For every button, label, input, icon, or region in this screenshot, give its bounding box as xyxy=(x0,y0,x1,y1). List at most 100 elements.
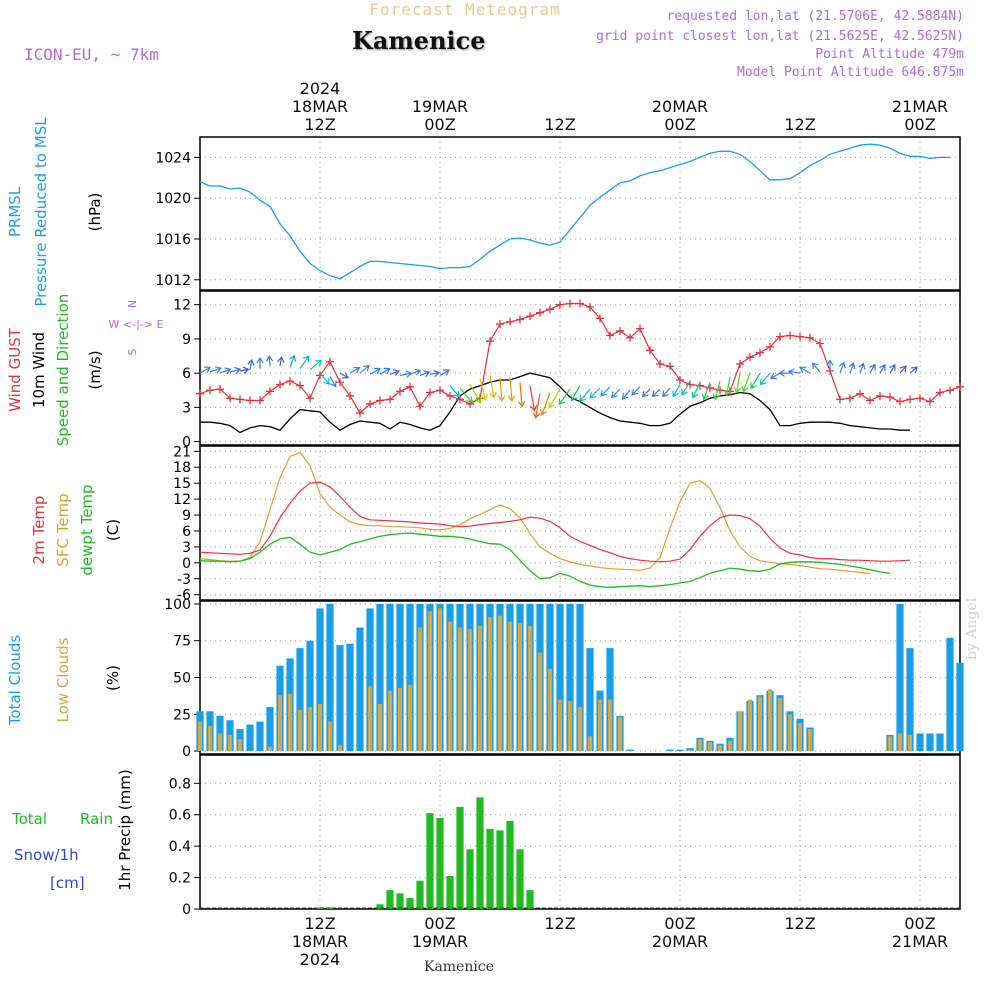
pressure-panel: 1012 1016 1020 1024 xyxy=(155,136,961,291)
wind-direction-arrow xyxy=(811,362,821,373)
wind-direction-label: Speed and Direction xyxy=(54,294,72,447)
bottom-time-label: 2024 xyxy=(300,950,341,969)
wind-direction-arrow xyxy=(409,368,422,376)
wind-direction-arrow xyxy=(507,377,516,403)
wind-direction-arrow xyxy=(701,382,711,401)
gust-marker xyxy=(526,312,534,321)
wind-direction-arrow xyxy=(848,362,856,374)
wind-direction-arrow xyxy=(349,366,361,374)
gust-marker xyxy=(766,342,774,351)
total-clouds-label: Total Clouds xyxy=(6,635,24,727)
low-cloud-bar xyxy=(568,701,572,751)
bottom-time-label: 12Z xyxy=(304,914,335,933)
wind-direction-arrow xyxy=(769,372,781,380)
low-cloud-bar xyxy=(698,739,702,752)
gust-marker xyxy=(246,396,254,405)
precip-ytick-label: 0.4 xyxy=(169,839,191,855)
wind-direction-arrow xyxy=(869,363,876,374)
wind-direction-arrow xyxy=(600,386,611,397)
wind-direction-arrow xyxy=(229,366,242,375)
compass-west-east: W <-|-> E xyxy=(109,318,164,331)
gust-marker xyxy=(736,360,744,369)
low-cloud-bar xyxy=(618,717,622,751)
low-cloud-bar xyxy=(588,736,592,751)
bottom-time-label: 18MAR xyxy=(292,932,348,951)
precip-unit-label: 1hr Precip (mm) xyxy=(116,769,134,890)
low-cloud-bar xyxy=(298,709,302,752)
gust-marker xyxy=(236,395,244,404)
low-cloud-bar xyxy=(288,693,292,752)
wind-direction-arrow xyxy=(209,366,222,374)
total-cloud-bar xyxy=(586,648,594,752)
low-cloud-bar xyxy=(738,711,742,751)
gust-marker xyxy=(926,397,934,406)
total-cloud-bar xyxy=(406,603,414,751)
wind-plot-area xyxy=(200,291,960,445)
wind-speed-line xyxy=(200,372,910,434)
wind-ytick-label: 12 xyxy=(173,298,191,314)
top-time-label: 2024 xyxy=(300,79,341,98)
pressure-unit-label: (hPa) xyxy=(86,193,104,232)
wind-direction-arrow xyxy=(247,358,255,370)
pressure-ytick-label: 1020 xyxy=(155,191,191,207)
gust-marker xyxy=(916,394,924,403)
low-cloud-bar xyxy=(488,617,492,752)
total-cloud-bar xyxy=(316,608,324,752)
gust-marker xyxy=(846,394,854,403)
gust-marker xyxy=(626,333,634,342)
wind-direction-arrow xyxy=(256,356,264,369)
chart-title: Forecast Meteogram xyxy=(369,0,561,19)
low-cloud-bar xyxy=(888,736,892,751)
gust-marker xyxy=(436,386,444,395)
gust-marker xyxy=(196,389,204,398)
low-clouds-label: Low Clouds xyxy=(54,637,72,722)
low-cloud-bar xyxy=(458,627,462,752)
gust-marker xyxy=(456,395,464,404)
gust-marker xyxy=(516,315,524,324)
wind-direction-arrow xyxy=(651,388,661,398)
wind-direction-arrow xyxy=(879,363,886,374)
precip-ytick-label: 0 xyxy=(182,902,191,918)
low-cloud-bar xyxy=(228,734,232,752)
clouds-ytick-label: 100 xyxy=(164,597,191,613)
gust-marker xyxy=(566,299,574,308)
total-cloud-bar xyxy=(686,748,694,751)
low-cloud-bar xyxy=(208,726,212,751)
total-cloud-bar xyxy=(306,640,314,751)
top-time-label: 20MAR xyxy=(652,97,708,116)
wind-direction-arrow xyxy=(459,387,473,404)
wind-direction-arrow xyxy=(621,389,631,400)
low-cloud-bar xyxy=(898,733,902,752)
rain-bar xyxy=(496,830,504,909)
pressure-line xyxy=(199,143,950,280)
clouds-ytick-label: 25 xyxy=(173,707,191,723)
wind-direction-arrow xyxy=(799,366,811,374)
wind-direction-arrow xyxy=(277,356,285,367)
wind-direction-arrow xyxy=(858,362,866,374)
low-cloud-bar xyxy=(218,733,222,752)
top-time-label: 00Z xyxy=(664,115,695,134)
low-cloud-bar xyxy=(798,723,802,752)
gust-marker xyxy=(586,302,594,311)
precip-plot-area xyxy=(200,755,960,909)
gust-marker xyxy=(306,394,314,403)
wind-direction-arrow xyxy=(733,372,742,394)
low-cloud-bar xyxy=(558,699,562,752)
total-cloud-bar xyxy=(906,648,914,752)
compass-south: S xyxy=(126,348,139,355)
bottom-time-label: 00Z xyxy=(904,914,935,933)
rain-bar xyxy=(476,797,484,909)
wind-direction-arrow xyxy=(631,386,641,396)
total-cloud-bar xyxy=(946,637,954,752)
low-cloud-bar xyxy=(498,615,502,751)
wind-direction-arrow xyxy=(759,372,771,386)
low-cloud-bar xyxy=(808,729,812,752)
gust-marker xyxy=(356,409,364,418)
rain-bar xyxy=(426,813,434,909)
gust-marker xyxy=(206,386,214,395)
total-cloud-bar xyxy=(626,749,634,752)
low-cloud-bar xyxy=(378,704,382,752)
rain-bar xyxy=(526,890,534,909)
low-cloud-bar xyxy=(428,611,432,752)
wind-direction-arrow xyxy=(838,361,846,374)
